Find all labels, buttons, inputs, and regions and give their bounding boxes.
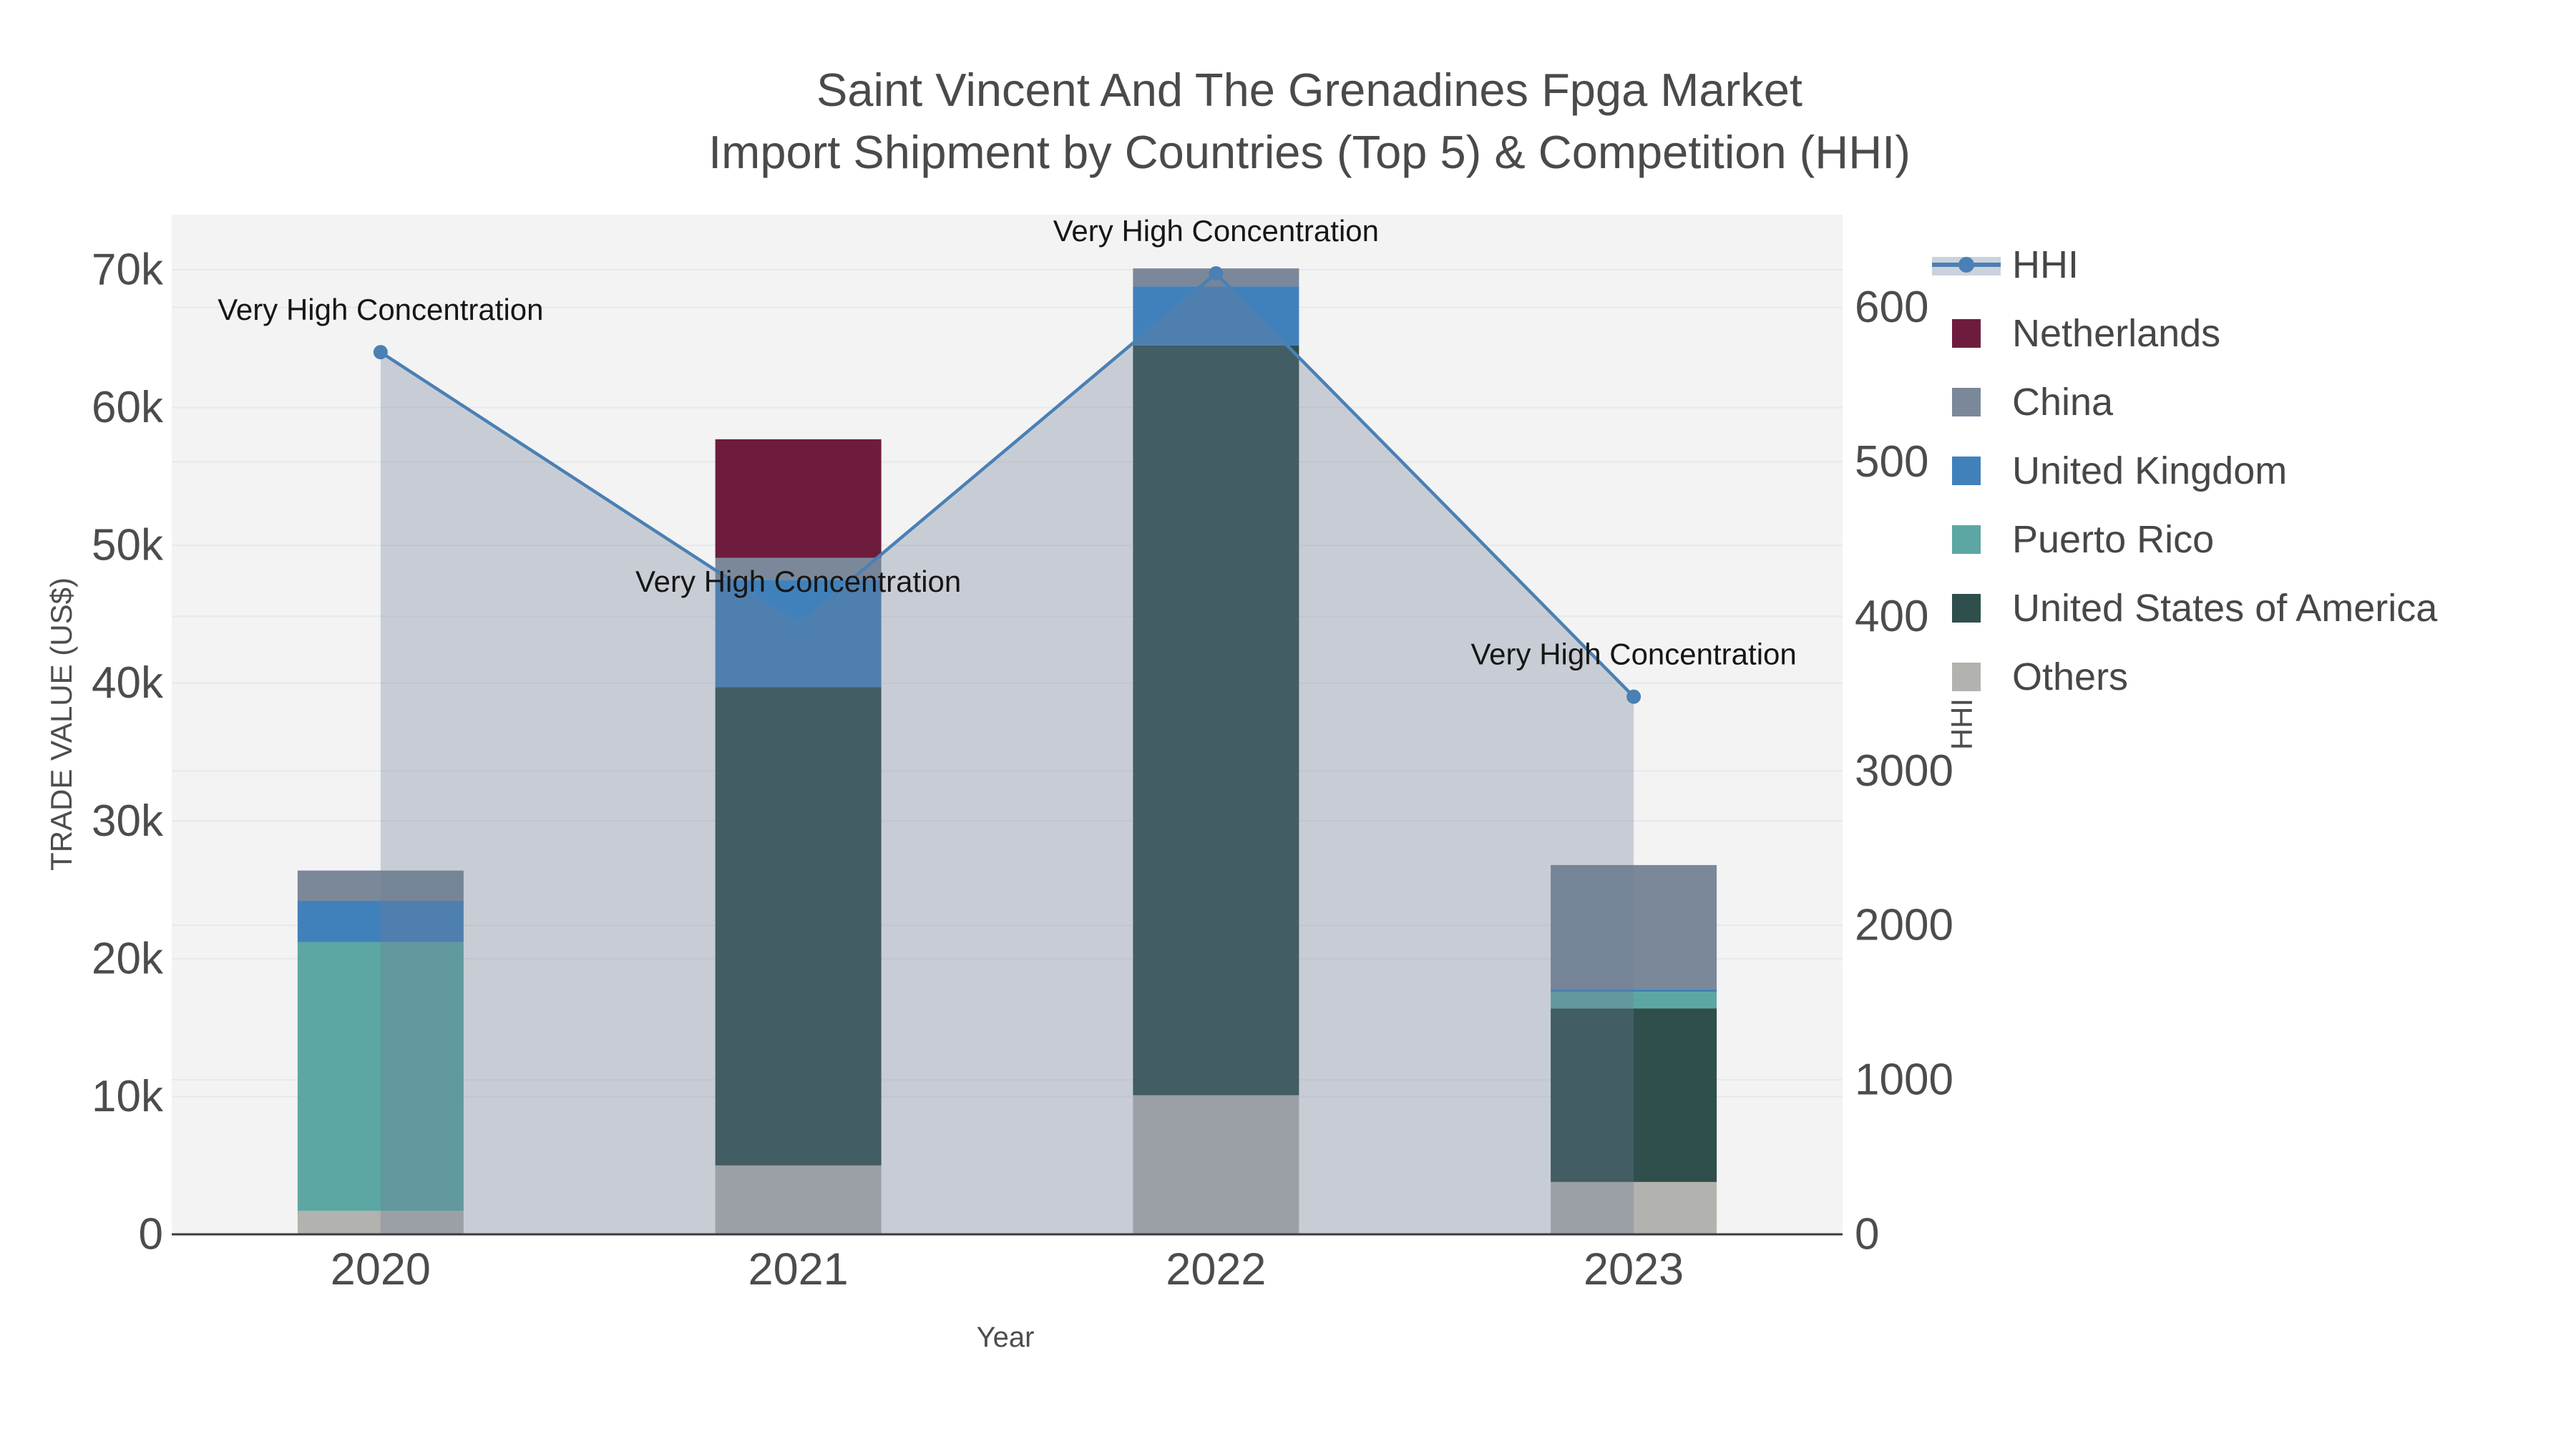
y-right-axis-title: HHI — [1945, 698, 1979, 750]
x-tick-2021: 2021 — [748, 1244, 849, 1294]
legend-group: HHI Netherlands China United Kingdom Puerto … — [1927, 215, 2576, 698]
hhi-marker-2021[interactable] — [791, 617, 806, 632]
legend-swatch-others — [1952, 663, 1981, 691]
hhi-line[interactable] — [379, 270, 1635, 698]
hhi-marker-2022[interactable] — [1209, 266, 1224, 281]
stacked-bars-group — [297, 268, 1717, 1234]
annotation-2022: Very High Concentration — [1053, 214, 1379, 248]
legend-item-united-states-of-america[interactable]: United States of America — [1952, 587, 2438, 630]
hhi-legend-marker — [1958, 257, 1974, 273]
legend-item-united-kingdom[interactable]: United Kingdom — [1952, 449, 2287, 492]
legend-item-others[interactable]: Others — [1952, 655, 2128, 698]
y-right-tick-0: 0 — [1855, 1210, 1879, 1259]
legend-label: Others — [2012, 655, 2128, 698]
bar-segment-2020-others[interactable] — [297, 1211, 464, 1234]
bar-segment-2023-united-kingdom[interactable] — [1551, 989, 1717, 992]
annotations-group: Very High Concentration Very High Concent… — [218, 214, 1797, 671]
annotation-2021: Very High Concentration — [635, 565, 961, 598]
tick-labels-group: 010k20k30k40k50k60k70k010002000300040005… — [92, 245, 1953, 1294]
legend-label: United States of America — [2012, 587, 2438, 630]
y-left-tick-30k: 30k — [92, 796, 164, 846]
bar-segment-2023-puerto-rico[interactable] — [1551, 992, 1717, 1009]
legend-swatch-united-kingdom — [1952, 457, 1981, 485]
legend-swatch-puerto-rico — [1952, 525, 1981, 554]
bar-segment-2022-united-kingdom[interactable] — [1133, 286, 1299, 346]
y-left-axis-title: TRADE VALUE (US$) — [44, 577, 78, 871]
legend-item-hhi[interactable]: HHI — [1932, 243, 2079, 286]
y-right-tick-3000: 3000 — [1855, 746, 1953, 796]
bar-segment-2023-china[interactable] — [1551, 864, 1717, 990]
bar-segment-2020-china[interactable] — [297, 870, 464, 901]
hhi-marker-2023[interactable] — [1626, 689, 1641, 704]
hhi-area-fill — [380, 273, 1634, 1235]
legend-item-china[interactable]: China — [1952, 381, 2114, 424]
bar-segment-2021-united-states-of-america[interactable] — [715, 687, 882, 1166]
legend-background — [1927, 215, 2576, 691]
hhi-line-group — [373, 266, 1641, 704]
legend-swatch-netherlands — [1952, 319, 1981, 348]
legend-label: Puerto Rico — [2012, 518, 2214, 561]
hhi-area-group — [380, 273, 1634, 1235]
bar-segment-2021-netherlands[interactable] — [715, 439, 882, 558]
x-tick-2023: 2023 — [1584, 1244, 1684, 1294]
bar-segment-2022-others[interactable] — [1133, 1095, 1299, 1234]
bar-segment-2021-united-kingdom[interactable] — [715, 580, 882, 688]
y-left-tick-70k: 70k — [92, 245, 164, 295]
legend-item-netherlands[interactable]: Netherlands — [1952, 312, 2220, 355]
y-left-tick-10k: 10k — [92, 1072, 164, 1121]
legend-swatch-china — [1952, 388, 1981, 416]
legend-label: United Kingdom — [2012, 449, 2287, 492]
legend-label: HHI — [2012, 243, 2079, 286]
chart-title-line2: Import Shipment by Countries (Top 5) & C… — [708, 126, 1911, 178]
bar-segment-2022-united-states-of-america[interactable] — [1133, 345, 1299, 1096]
y-left-tick-60k: 60k — [92, 383, 164, 432]
chart-title-line1: Saint Vincent And The Grenadines Fpga Ma… — [816, 64, 1802, 116]
y-left-tick-0: 0 — [139, 1210, 163, 1259]
y-left-tick-40k: 40k — [92, 658, 164, 708]
bar-segment-2020-united-kingdom[interactable] — [297, 900, 464, 942]
legend-item-puerto-rico[interactable]: Puerto Rico — [1952, 518, 2214, 561]
y-right-tick-1000: 1000 — [1855, 1055, 1953, 1105]
y-left-tick-20k: 20k — [92, 934, 164, 983]
bar-segment-2021-others[interactable] — [715, 1165, 882, 1234]
bar-segment-2020-puerto-rico[interactable] — [297, 942, 464, 1211]
legend-swatch-united-states-of-america — [1952, 594, 1981, 623]
bar-segment-2023-united-states-of-america[interactable] — [1551, 1008, 1717, 1182]
legend-label: China — [2012, 381, 2114, 424]
bar-segment-2023-others[interactable] — [1551, 1181, 1717, 1234]
annotation-2020: Very High Concentration — [218, 293, 543, 326]
y-right-tick-2000: 2000 — [1855, 901, 1953, 950]
y-left-tick-50k: 50k — [92, 521, 164, 570]
x-axis-title: Year — [977, 1322, 1035, 1353]
hhi-marker-2020[interactable] — [373, 345, 388, 360]
annotation-2023: Very High Concentration — [1470, 638, 1796, 671]
x-tick-2022: 2022 — [1166, 1244, 1266, 1294]
legend-label: Netherlands — [2012, 312, 2220, 355]
x-tick-2020: 2020 — [331, 1244, 431, 1294]
